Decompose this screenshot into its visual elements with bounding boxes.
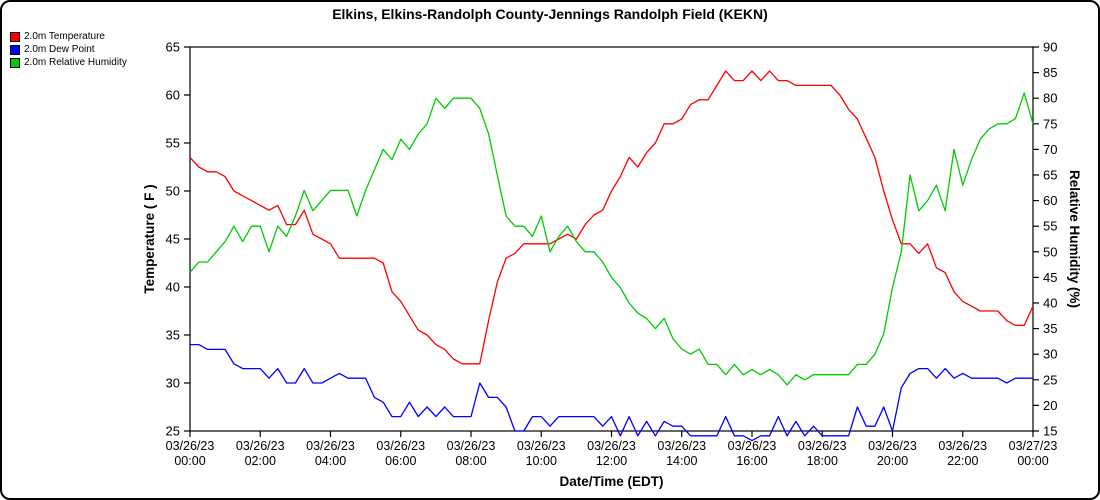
svg-text:15: 15 (1043, 424, 1057, 439)
svg-text:75: 75 (1043, 116, 1057, 131)
svg-text:20:00: 20:00 (877, 454, 908, 468)
svg-text:35: 35 (166, 328, 180, 343)
svg-text:04:00: 04:00 (315, 454, 346, 468)
svg-text:45: 45 (1043, 270, 1057, 285)
svg-text:14:00: 14:00 (666, 454, 697, 468)
legend-item: 2.0m Temperature (10, 30, 127, 43)
svg-text:30: 30 (166, 376, 180, 391)
svg-text:70: 70 (1043, 142, 1057, 157)
svg-text:65: 65 (166, 40, 180, 55)
svg-text:06:00: 06:00 (385, 454, 416, 468)
svg-text:03/26/23: 03/26/23 (798, 439, 847, 453)
svg-text:60: 60 (166, 88, 180, 103)
svg-text:00:00: 00:00 (1017, 454, 1048, 468)
legend-label: 2.0m Dew Point (24, 44, 95, 55)
legend-swatch (10, 57, 20, 68)
svg-text:10:00: 10:00 (526, 454, 557, 468)
svg-text:03/26/23: 03/26/23 (587, 439, 636, 453)
svg-text:25: 25 (1043, 372, 1057, 387)
svg-text:08:00: 08:00 (455, 454, 486, 468)
svg-text:12:00: 12:00 (596, 454, 627, 468)
svg-text:20: 20 (1043, 398, 1057, 413)
legend-swatch (10, 31, 20, 42)
legend-label: 2.0m Temperature (24, 31, 105, 42)
svg-text:55: 55 (166, 136, 180, 151)
svg-text:90: 90 (1043, 40, 1057, 55)
chart-title: Elkins, Elkins-Randolph County-Jennings … (332, 6, 768, 22)
x-axis-title: Date/Time (EDT) (559, 474, 663, 489)
right-axis-ticks: 15 20 25 30 35 40 45 50 55 60 65 70 75 80 85 90 (1033, 40, 1057, 439)
series-line-1 (190, 343, 1033, 442)
svg-text:22:00: 22:00 (947, 454, 978, 468)
svg-text:30: 30 (1043, 347, 1057, 362)
svg-text:45: 45 (166, 232, 180, 247)
svg-text:03/26/23: 03/26/23 (938, 439, 987, 453)
svg-text:03/26/23: 03/26/23 (728, 439, 777, 453)
svg-text:50: 50 (1043, 244, 1057, 259)
right-axis-title: Relative Humidity (%) (1067, 170, 1082, 308)
svg-text:02:00: 02:00 (245, 454, 276, 468)
svg-text:80: 80 (1043, 91, 1057, 106)
svg-text:85: 85 (1043, 65, 1057, 80)
legend-swatch (10, 44, 20, 55)
svg-text:65: 65 (1043, 168, 1057, 183)
svg-text:03/27/23: 03/27/23 (1009, 439, 1058, 453)
left-axis-ticks: 25 30 35 40 45 50 55 60 65 (166, 40, 190, 439)
legend-label: 2.0m Relative Humidity (24, 57, 127, 68)
svg-text:40: 40 (1043, 296, 1057, 311)
svg-text:03/26/23: 03/26/23 (868, 439, 917, 453)
legend-item: 2.0m Relative Humidity (10, 56, 127, 69)
svg-text:16:00: 16:00 (736, 454, 767, 468)
svg-text:60: 60 (1043, 193, 1057, 208)
svg-text:03/26/23: 03/26/23 (166, 439, 215, 453)
svg-text:00:00: 00:00 (174, 454, 205, 468)
svg-text:03/26/23: 03/26/23 (657, 439, 706, 453)
svg-text:40: 40 (166, 280, 180, 295)
svg-text:50: 50 (166, 184, 180, 199)
svg-text:25: 25 (166, 424, 180, 439)
svg-text:03/26/23: 03/26/23 (447, 439, 496, 453)
legend-item: 2.0m Dew Point (10, 43, 127, 56)
svg-text:35: 35 (1043, 321, 1057, 336)
svg-text:03/26/23: 03/26/23 (236, 439, 285, 453)
x-axis-ticks: 03/26/2300:0003/26/2302:0003/26/2304:000… (166, 431, 1058, 468)
series-line-2 (189, 92, 1034, 386)
svg-text:18:00: 18:00 (807, 454, 838, 468)
series-line-0 (189, 70, 1034, 365)
left-axis-title: Temperature ( F ) (142, 184, 157, 293)
svg-text:03/26/23: 03/26/23 (306, 439, 355, 453)
plot-border (189, 46, 1034, 432)
svg-text:03/26/23: 03/26/23 (376, 439, 425, 453)
svg-text:03/26/23: 03/26/23 (517, 439, 566, 453)
legend: 2.0m Temperature 2.0m Dew Point 2.0m Relat… (10, 30, 127, 69)
svg-text:55: 55 (1043, 219, 1057, 234)
